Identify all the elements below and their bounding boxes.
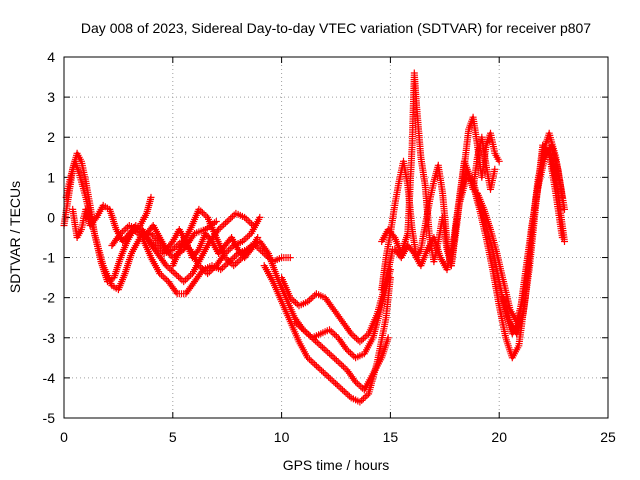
y-tick-label: 1: [47, 169, 55, 185]
y-tick-label: -2: [43, 290, 56, 306]
x-tick-label: 25: [600, 429, 616, 445]
x-tick-label: 20: [491, 429, 507, 445]
marker-trace: [260, 262, 394, 406]
y-axis-label: SDTVAR / TECUs: [7, 181, 23, 293]
chart-title: Day 008 of 2023, Sidereal Day-to-day VTE…: [81, 20, 591, 36]
plot-frame: [63, 56, 609, 419]
y-tick-label: -5: [43, 410, 56, 426]
x-tick-label: 5: [169, 429, 177, 445]
x-tick-label: 10: [274, 429, 290, 445]
y-tick-label: 2: [47, 129, 55, 145]
marker-trace: [69, 201, 257, 286]
x-tick-label: 15: [383, 429, 399, 445]
y-tick-label: 4: [47, 49, 55, 65]
marker-trace: [291, 266, 394, 362]
data-markers: [60, 69, 568, 406]
y-tick-label: 0: [47, 209, 55, 225]
series-track-p: [500, 141, 566, 338]
x-axis-label: GPS time / hours: [283, 457, 390, 473]
y-tick-label: -1: [43, 250, 56, 266]
y-tick-label: -4: [43, 370, 56, 386]
series-track-h: [260, 262, 394, 406]
series-track-j: [291, 266, 394, 362]
x-tick-label: 0: [60, 429, 68, 445]
marker-trace: [500, 141, 566, 338]
series-track-c: [69, 201, 257, 286]
y-tick-label: -3: [43, 330, 56, 346]
y-tick-label: 3: [47, 89, 55, 105]
